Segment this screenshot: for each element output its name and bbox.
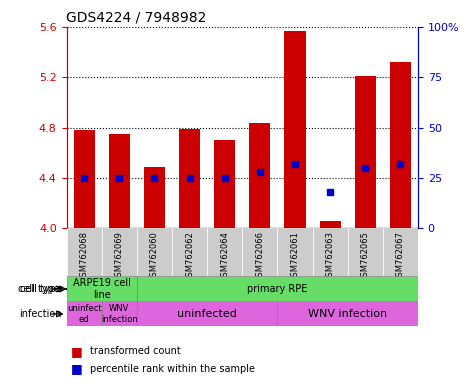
Text: GSM762061: GSM762061 [291,231,299,282]
Bar [285,31,305,228]
Text: GSM762065: GSM762065 [361,231,370,282]
Text: GSM762067: GSM762067 [396,231,405,282]
Text: GSM762064: GSM762064 [220,231,229,282]
Bar [137,301,277,326]
Text: uninfect
ed: uninfect ed [67,304,101,324]
Bar [249,122,270,228]
Bar [172,228,207,276]
Text: ARPE19 cell
line: ARPE19 cell line [73,278,131,300]
Bar [348,228,383,276]
Bar [390,62,411,228]
Text: GSM762062: GSM762062 [185,231,194,282]
Bar [137,276,418,301]
Bar [214,140,235,228]
Bar [109,134,130,228]
Text: ■: ■ [71,362,83,375]
Bar [66,276,137,301]
Bar [242,228,277,276]
Bar [102,228,137,276]
Text: transformed count: transformed count [90,346,181,356]
Bar [102,301,137,326]
Bar [383,228,418,276]
Bar [179,129,200,228]
Text: percentile rank within the sample: percentile rank within the sample [90,364,255,374]
Bar [313,228,348,276]
Text: WNV
infection: WNV infection [101,304,138,324]
Bar [277,301,418,326]
Text: cell type: cell type [18,284,59,294]
Bar [66,301,102,326]
Text: ■: ■ [71,345,83,358]
Bar [66,228,102,276]
Bar [144,167,165,228]
Text: GSM762060: GSM762060 [150,231,159,282]
Text: GSM762069: GSM762069 [115,231,124,282]
Bar [74,130,95,228]
Bar [137,228,172,276]
Bar [320,221,341,228]
Text: cell type: cell type [20,284,62,294]
Text: GSM762066: GSM762066 [256,231,264,282]
Text: GSM762063: GSM762063 [326,231,334,282]
Text: primary RPE: primary RPE [247,284,308,294]
Text: uninfected: uninfected [177,309,237,319]
Text: infection: infection [19,309,62,319]
Text: GSM762068: GSM762068 [80,231,88,282]
Bar [277,228,313,276]
Bar [355,76,376,228]
Text: GDS4224 / 7948982: GDS4224 / 7948982 [66,10,207,24]
Text: WNV infection: WNV infection [308,309,387,319]
Bar [207,228,242,276]
